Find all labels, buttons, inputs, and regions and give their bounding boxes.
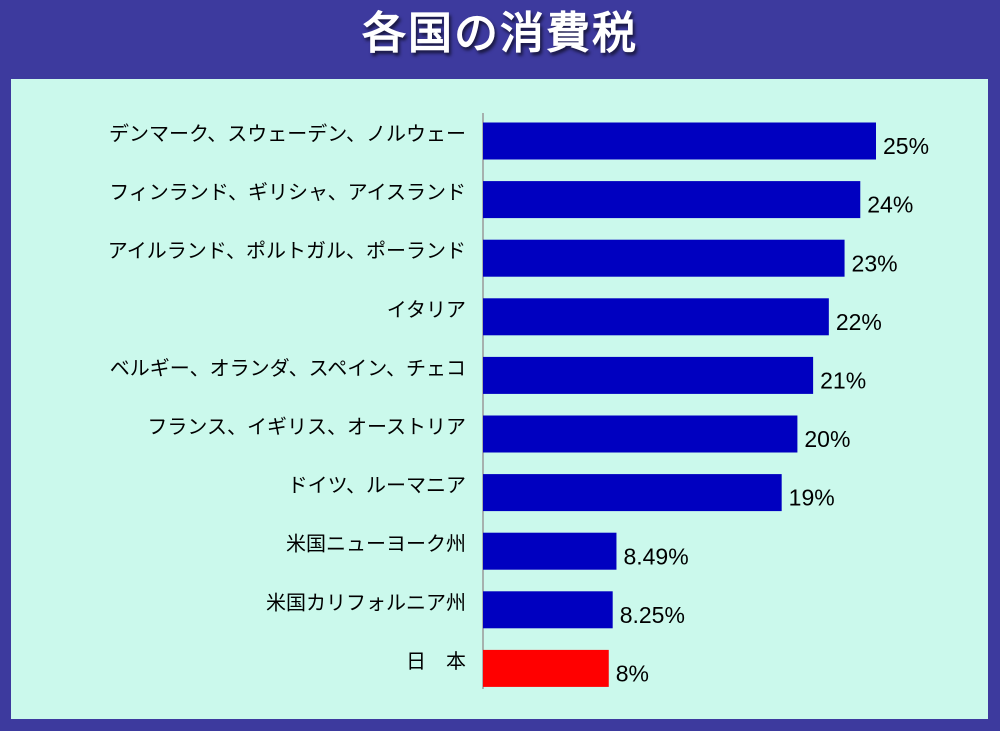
data-label: 19%	[789, 485, 835, 511]
category-label: 米国カリフォルニア州	[266, 590, 466, 614]
data-label: 25%	[883, 133, 929, 159]
data-label: 21%	[820, 367, 866, 393]
category-label: 日 本	[406, 649, 466, 673]
category-label: アイルランド、ポルトガル、ポーランド	[108, 239, 466, 263]
bar	[483, 239, 845, 277]
data-label: 24%	[867, 192, 913, 218]
bar	[483, 356, 814, 394]
category-label: フランス、イギリス、オーストリア	[147, 415, 466, 439]
bar	[483, 649, 609, 687]
category-label: イタリア	[387, 297, 466, 321]
data-label: 8.25%	[620, 602, 685, 628]
category-label: ベルギー、オランダ、スペイン、チェコ	[110, 356, 466, 380]
bar	[483, 591, 613, 629]
bar	[483, 122, 876, 160]
bar-chart: デンマーク、スウェーデン、ノルウェー 25% フィンランド、ギリシャ、アイスランド 2…	[108, 113, 929, 689]
data-label: 20%	[804, 426, 850, 452]
category-label: 米国ニューヨーク州	[286, 532, 466, 556]
data-label: 23%	[852, 250, 898, 276]
bar	[483, 532, 617, 570]
data-label: 22%	[836, 309, 882, 335]
bar	[483, 298, 829, 336]
category-label: フィンランド、ギリシャ、アイスランド	[109, 180, 466, 204]
bar	[483, 415, 798, 453]
chart-title: 各国の消費税	[362, 8, 638, 59]
category-label: デンマーク、スウェーデン、ノルウェー	[109, 122, 466, 146]
category-label: ドイツ、ルーマニア	[288, 473, 466, 497]
data-label: 8%	[616, 660, 649, 686]
data-label: 8.49%	[623, 543, 688, 569]
bar	[483, 181, 861, 219]
bar	[483, 474, 782, 512]
chart-panel: デンマーク、スウェーデン、ノルウェー 25% フィンランド、ギリシャ、アイスランド 2…	[11, 79, 988, 719]
